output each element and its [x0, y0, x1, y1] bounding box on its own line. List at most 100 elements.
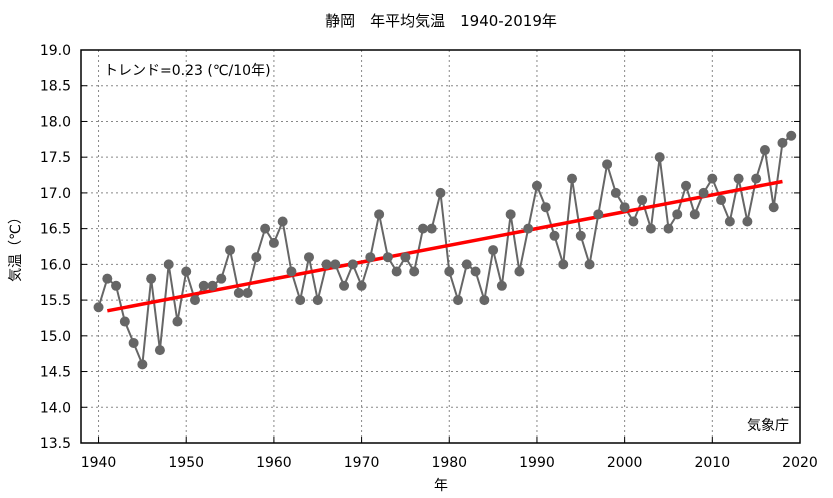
data-point [496, 280, 507, 291]
y-tick-label: 15.0 [40, 329, 71, 345]
data-point [225, 245, 236, 256]
data-point [479, 295, 490, 306]
trend-annotation: トレンド=0.23 (℃/10年) [104, 63, 271, 79]
data-point [540, 202, 551, 213]
y-tick-label: 14.0 [40, 400, 71, 416]
y-tick-label: 16.0 [40, 257, 71, 273]
data-point [233, 287, 244, 298]
data-point [751, 173, 762, 184]
data-point [654, 152, 665, 163]
data-point [786, 130, 797, 141]
data-point [268, 237, 279, 248]
data-point [295, 295, 306, 306]
data-point [172, 316, 183, 327]
data-point [593, 209, 604, 220]
data-point [531, 180, 542, 191]
data-point [707, 173, 718, 184]
y-tick-label: 16.5 [40, 222, 71, 238]
data-point [610, 187, 621, 198]
data-point [724, 216, 735, 227]
data-point [286, 266, 297, 277]
data-point [672, 209, 683, 220]
y-tick-label: 18.5 [40, 79, 71, 95]
data-point [146, 273, 157, 284]
y-tick-label: 17.5 [40, 150, 71, 166]
y-tick-label: 14.5 [40, 365, 71, 381]
data-point [619, 202, 630, 213]
data-point [207, 280, 218, 291]
data-point [742, 216, 753, 227]
data-point [584, 259, 595, 270]
x-axis-label: 年 [434, 478, 448, 494]
x-tick-label: 2010 [694, 455, 730, 471]
x-tick-label: 1990 [519, 455, 555, 471]
x-tick-label: 1950 [168, 455, 204, 471]
data-point [189, 295, 200, 306]
x-tick-label: 1940 [81, 455, 117, 471]
data-point [681, 180, 692, 191]
y-tick-label: 17.0 [40, 186, 71, 202]
marks [93, 130, 797, 370]
data-point [277, 216, 288, 227]
data-point [242, 287, 253, 298]
data-point [303, 252, 314, 263]
data-point [444, 266, 455, 277]
ticks: 13.5 14.0 14.5 15.0 15.5 16.0 16.5 17.0 17.5 18.0… [40, 43, 818, 471]
data-point [347, 259, 358, 270]
y-tick-label: 18.0 [40, 114, 71, 130]
data-point [523, 223, 534, 234]
data-point [374, 209, 385, 220]
chart-title: 静岡 年平均気温 1940-2019年 [325, 12, 557, 30]
data-point [365, 252, 376, 263]
data-point [198, 280, 209, 291]
data-point [698, 187, 709, 198]
data-point [689, 209, 700, 220]
data-point [567, 173, 578, 184]
y-axis-label: 気温（℃） [8, 210, 24, 282]
data-point [93, 302, 104, 313]
data-point [417, 223, 428, 234]
data-point [663, 223, 674, 234]
trend-line [106, 179, 783, 313]
data-point [759, 145, 770, 156]
data-point [716, 195, 727, 206]
data-point [312, 295, 323, 306]
x-tick-label: 1980 [431, 455, 467, 471]
x-tick-label: 1970 [344, 455, 380, 471]
data-point [453, 295, 464, 306]
data-point [154, 345, 165, 356]
data-point [558, 259, 569, 270]
data-point [400, 252, 411, 263]
data-point [645, 223, 656, 234]
data-point [321, 259, 332, 270]
data-point [339, 280, 350, 291]
data-point [768, 202, 779, 213]
data-point [382, 252, 393, 263]
data-point [575, 230, 586, 241]
data-point [111, 280, 122, 291]
data-point [181, 266, 192, 277]
data-point [549, 230, 560, 241]
y-tick-label: 19.0 [40, 43, 71, 59]
data-point [733, 173, 744, 184]
data-point [251, 252, 262, 263]
data-point [777, 137, 788, 148]
data-point [435, 187, 446, 198]
y-tick-label: 13.5 [40, 436, 71, 452]
plot-frame [80, 49, 801, 444]
series-line [97, 134, 792, 365]
data-point [128, 337, 139, 348]
data-point [628, 216, 639, 227]
x-tick-label: 1960 [256, 455, 292, 471]
source-label: 気象庁 [747, 418, 789, 434]
data-point [330, 259, 341, 270]
data-point [426, 223, 437, 234]
data-point [216, 273, 227, 284]
data-point [137, 359, 148, 370]
data-point [637, 195, 648, 206]
data-point [470, 266, 481, 277]
data-point [260, 223, 271, 234]
data-point [505, 209, 516, 220]
data-point [409, 266, 420, 277]
